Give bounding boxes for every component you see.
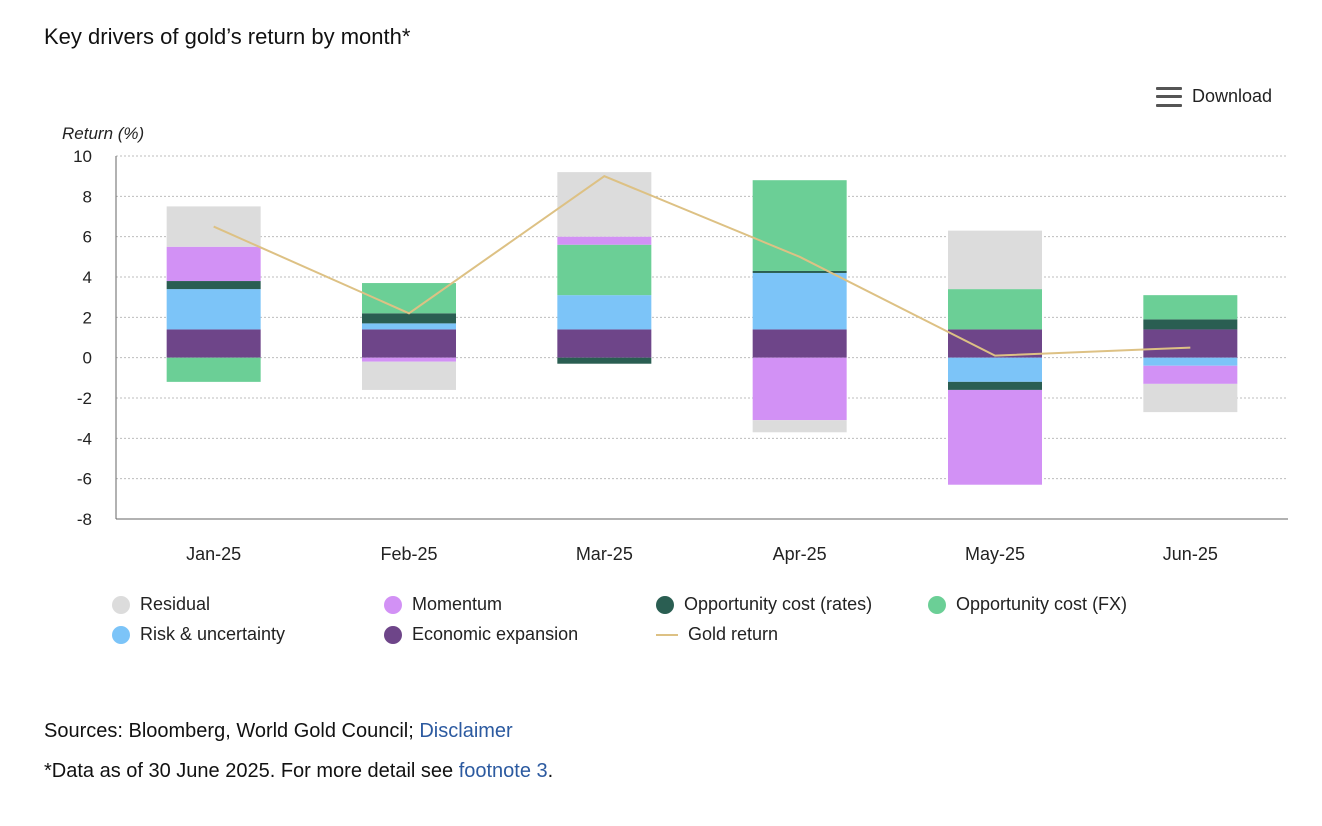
y-axis-label: Return (%) bbox=[62, 124, 144, 143]
y-tick-label: 10 bbox=[73, 147, 92, 166]
legend-dot-swatch bbox=[112, 595, 130, 614]
bar-segment bbox=[948, 381, 1042, 390]
legend-dot-swatch bbox=[112, 625, 130, 644]
bar-segment bbox=[752, 329, 847, 358]
y-tick-label: -6 bbox=[77, 470, 92, 489]
y-tick-label: 0 bbox=[83, 349, 92, 368]
legend-label: Residual bbox=[140, 594, 211, 614]
bar-segment bbox=[1143, 383, 1238, 413]
legend-label: Risk & uncertainty bbox=[140, 624, 286, 644]
legend-label: Opportunity cost (rates) bbox=[684, 594, 873, 614]
bar-segment bbox=[362, 323, 456, 330]
legend-line-swatch bbox=[656, 633, 678, 636]
chart-svg: Return (%) 10 8 6 4 2 0 -2 -4 -6 -8 Jan-25 Feb-25 Mar… bbox=[62, 124, 1288, 564]
note-suffix: . bbox=[547, 760, 554, 782]
y-tick-label: -4 bbox=[77, 429, 92, 448]
bar-segment bbox=[362, 283, 456, 314]
bar-segment bbox=[948, 357, 1042, 382]
bar-segment bbox=[166, 289, 261, 330]
legend-dot-swatch bbox=[384, 625, 402, 644]
legend-item[interactable]: Residual bbox=[112, 594, 210, 615]
legend-dot-swatch bbox=[384, 595, 402, 614]
x-tick-label: May-25 bbox=[965, 544, 1025, 564]
legend-item[interactable]: Gold return bbox=[656, 624, 778, 645]
y-tick-label: 8 bbox=[83, 187, 92, 206]
legend-item[interactable]: Momentum bbox=[384, 594, 502, 615]
bar-segment bbox=[948, 329, 1042, 358]
legend-label: Economic expansion bbox=[412, 624, 579, 644]
bar-segment bbox=[166, 281, 261, 290]
legend-label: Gold return bbox=[688, 624, 779, 644]
bar-segment bbox=[1143, 319, 1238, 330]
legend-dot-swatch bbox=[928, 595, 946, 614]
disclaimer-link[interactable]: Disclaimer bbox=[419, 720, 513, 742]
download-label: Download bbox=[1192, 86, 1273, 106]
bar-segment bbox=[362, 329, 456, 358]
legend-label: Opportunity cost (FX) bbox=[956, 594, 1128, 614]
bar-segment bbox=[557, 295, 652, 330]
bar-segment bbox=[752, 272, 847, 330]
x-tick-label: Mar-25 bbox=[576, 544, 633, 564]
bar-segment bbox=[362, 313, 456, 324]
y-tick-label: -8 bbox=[77, 510, 92, 529]
download-button[interactable]: Download bbox=[1156, 86, 1272, 107]
y-tick-label: -2 bbox=[77, 389, 92, 408]
bar-segment bbox=[752, 357, 847, 421]
legend-item[interactable]: Opportunity cost (FX) bbox=[928, 594, 1127, 615]
bar-segment bbox=[362, 357, 456, 362]
legend-dot-swatch bbox=[656, 595, 674, 614]
bar-segment bbox=[557, 236, 652, 245]
bar-segment bbox=[557, 329, 652, 358]
bar-segment bbox=[752, 270, 847, 273]
note-prefix: *Data as of 30 June 2025. For more detai… bbox=[44, 760, 459, 782]
x-tick-label: Jan-25 bbox=[186, 544, 241, 564]
bar-segment bbox=[1143, 365, 1238, 384]
y-tick-label: 2 bbox=[83, 308, 92, 327]
bar-segment bbox=[1143, 357, 1238, 366]
bar-segment bbox=[948, 230, 1042, 290]
legend-item[interactable]: Economic expansion bbox=[384, 624, 578, 645]
bar-segment bbox=[752, 420, 847, 433]
bar-segment bbox=[948, 289, 1042, 330]
bar-segment bbox=[362, 361, 456, 390]
bar-segment bbox=[166, 357, 261, 382]
legend-label: Momentum bbox=[412, 594, 503, 614]
bar-segment bbox=[166, 329, 261, 358]
legend-item[interactable]: Opportunity cost (rates) bbox=[656, 594, 872, 615]
x-tick-label: Feb-25 bbox=[380, 544, 437, 564]
y-tick-label: 6 bbox=[83, 228, 92, 247]
chart-title: Key drivers of gold’s return by month* bbox=[44, 24, 411, 49]
menu-icon bbox=[1156, 86, 1182, 107]
bar-segment bbox=[1143, 329, 1238, 358]
bar-segment bbox=[166, 246, 261, 282]
y-tick-label: 4 bbox=[83, 268, 92, 287]
bar-segment bbox=[948, 389, 1042, 485]
gold-return-line bbox=[213, 175, 1191, 357]
sources-text: Sources: Bloomberg, World Gold Council; … bbox=[44, 720, 513, 743]
footnote-link[interactable]: footnote 3 bbox=[458, 760, 548, 782]
bar-segment bbox=[1143, 295, 1238, 320]
legend-item[interactable]: Risk & uncertainty bbox=[112, 624, 285, 645]
bar-segment bbox=[557, 244, 652, 296]
x-tick-label: Apr-25 bbox=[773, 544, 827, 564]
x-tick-label: Jun-25 bbox=[1163, 544, 1218, 564]
data-note: *Data as of 30 June 2025. For more detai… bbox=[44, 760, 553, 783]
bar-segment bbox=[557, 357, 652, 364]
bar-segment bbox=[557, 172, 652, 237]
sources-prefix: Sources: Bloomberg, World Gold Council; bbox=[44, 720, 420, 742]
